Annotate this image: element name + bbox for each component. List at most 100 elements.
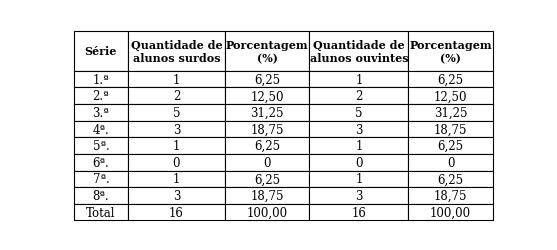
Bar <box>74 154 128 171</box>
Bar <box>408 138 493 154</box>
Bar <box>225 138 309 154</box>
Text: 1: 1 <box>173 173 180 186</box>
Text: 2.ª: 2.ª <box>92 90 109 103</box>
Bar <box>128 138 225 154</box>
Text: 6,25: 6,25 <box>254 140 280 152</box>
Text: 18,75: 18,75 <box>434 189 467 202</box>
Bar <box>309 171 408 188</box>
Bar <box>74 138 128 154</box>
Bar <box>225 188 309 204</box>
Bar <box>408 72 493 88</box>
Text: 1: 1 <box>173 73 180 86</box>
Text: Quantidade de
alunos surdos: Quantidade de alunos surdos <box>131 40 222 64</box>
Bar <box>128 154 225 171</box>
Text: 100,00: 100,00 <box>247 206 287 219</box>
Bar <box>408 32 493 72</box>
Bar <box>309 121 408 138</box>
Text: 5ª.: 5ª. <box>92 140 109 152</box>
Bar <box>309 138 408 154</box>
Bar <box>128 88 225 105</box>
Text: Porcentagem
(%): Porcentagem (%) <box>226 40 309 64</box>
Text: 1: 1 <box>173 140 180 152</box>
Bar <box>74 204 128 220</box>
Bar <box>408 204 493 220</box>
Bar <box>128 188 225 204</box>
Text: 12,50: 12,50 <box>434 90 467 103</box>
Text: 8ª.: 8ª. <box>92 189 109 202</box>
Bar <box>128 171 225 188</box>
Text: 3: 3 <box>355 189 363 202</box>
Text: 1: 1 <box>355 173 363 186</box>
Text: Total: Total <box>86 206 116 219</box>
Bar <box>309 72 408 88</box>
Bar <box>225 72 309 88</box>
Bar <box>225 105 309 121</box>
Bar <box>309 188 408 204</box>
Bar <box>309 154 408 171</box>
Bar <box>225 171 309 188</box>
Bar <box>309 204 408 220</box>
Text: 4ª.: 4ª. <box>92 123 109 136</box>
Bar <box>74 88 128 105</box>
Bar <box>408 154 493 171</box>
Text: 2: 2 <box>173 90 180 103</box>
Text: 2: 2 <box>355 90 363 103</box>
Text: 1.ª: 1.ª <box>92 73 109 86</box>
Text: 1: 1 <box>355 140 363 152</box>
Bar <box>408 188 493 204</box>
Bar <box>309 105 408 121</box>
Text: 5: 5 <box>355 106 363 120</box>
Bar <box>74 32 128 72</box>
Text: Quantidade de
alunos ouvintes: Quantidade de alunos ouvintes <box>310 40 408 64</box>
Text: 5: 5 <box>173 106 180 120</box>
Text: Série: Série <box>85 46 117 57</box>
Text: 0: 0 <box>173 156 180 169</box>
Text: 6,25: 6,25 <box>437 73 463 86</box>
Text: 7ª.: 7ª. <box>92 173 109 186</box>
Text: Porcentagem
(%): Porcentagem (%) <box>409 40 492 64</box>
Text: 31,25: 31,25 <box>434 106 467 120</box>
Text: 31,25: 31,25 <box>250 106 284 120</box>
Text: 3.ª: 3.ª <box>92 106 109 120</box>
Text: 3: 3 <box>173 123 180 136</box>
Bar <box>128 204 225 220</box>
Bar <box>408 105 493 121</box>
Text: 12,50: 12,50 <box>250 90 284 103</box>
Bar <box>128 105 225 121</box>
Text: 18,75: 18,75 <box>434 123 467 136</box>
Bar <box>225 32 309 72</box>
Bar <box>408 121 493 138</box>
Text: 6,25: 6,25 <box>437 140 463 152</box>
Bar <box>408 88 493 105</box>
Bar <box>74 72 128 88</box>
Text: 6,25: 6,25 <box>254 173 280 186</box>
Bar <box>225 204 309 220</box>
Bar <box>128 121 225 138</box>
Text: 0: 0 <box>447 156 455 169</box>
Text: 3: 3 <box>355 123 363 136</box>
Bar <box>225 121 309 138</box>
Bar <box>74 121 128 138</box>
Bar <box>225 154 309 171</box>
Bar <box>309 88 408 105</box>
Text: 6ª.: 6ª. <box>92 156 109 169</box>
Text: 6,25: 6,25 <box>254 73 280 86</box>
Text: 16: 16 <box>169 206 184 219</box>
Bar <box>74 105 128 121</box>
Text: 0: 0 <box>263 156 271 169</box>
Bar <box>74 171 128 188</box>
Bar <box>128 72 225 88</box>
Bar <box>74 188 128 204</box>
Text: 16: 16 <box>351 206 367 219</box>
Bar <box>225 88 309 105</box>
Text: 100,00: 100,00 <box>430 206 471 219</box>
Text: 0: 0 <box>355 156 363 169</box>
Bar <box>309 32 408 72</box>
Text: 1: 1 <box>355 73 363 86</box>
Text: 18,75: 18,75 <box>250 189 284 202</box>
Text: 18,75: 18,75 <box>250 123 284 136</box>
Text: 6,25: 6,25 <box>437 173 463 186</box>
Bar <box>128 32 225 72</box>
Bar <box>408 171 493 188</box>
Text: 3: 3 <box>173 189 180 202</box>
